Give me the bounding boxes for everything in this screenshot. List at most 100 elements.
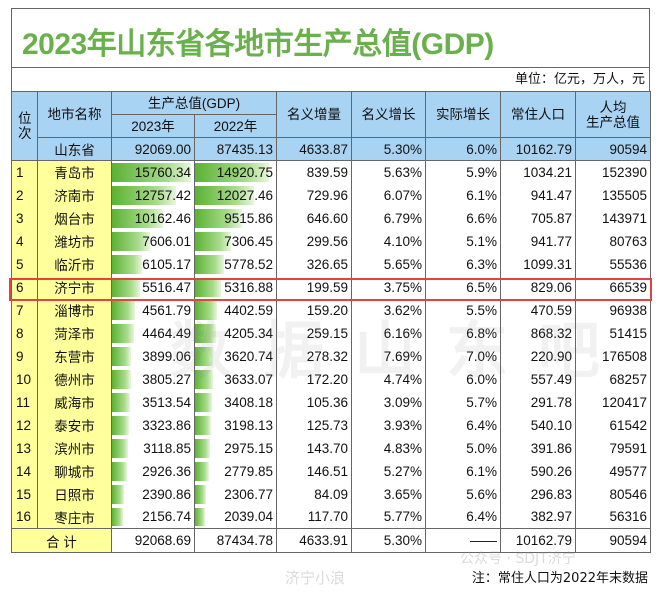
population: 220.90 xyxy=(500,344,576,368)
real-growth: 6.4% xyxy=(425,505,501,529)
gdp-2023: 2390.86 xyxy=(111,482,195,506)
table-row: 16 枣庄市 2156.74 2039.04 117.70 5.77% 6.4% 382.97… xyxy=(11,505,651,529)
gdp-2022: 2779.85 xyxy=(194,459,277,483)
header-rank: 位次 xyxy=(11,91,38,161)
province-2023: 92069.00 xyxy=(111,137,195,161)
nominal-increase: 299.56 xyxy=(276,229,352,253)
nominal-growth: 6.07% xyxy=(351,183,426,207)
rank-cell: 14 xyxy=(11,459,38,483)
gdp-bar xyxy=(195,208,242,228)
province-per-capita: 90594 xyxy=(575,137,651,161)
population: 1099.31 xyxy=(500,252,576,276)
gdp-2023: 5516.47 xyxy=(111,275,195,299)
gdp-2023: 2156.74 xyxy=(111,505,195,529)
city-name: 威海市 xyxy=(37,390,112,414)
nominal-growth: 3.75% xyxy=(351,275,426,299)
header-2022: 2022年 xyxy=(194,114,277,138)
nominal-growth: 6.79% xyxy=(351,206,426,230)
gdp-2022: 2039.04 xyxy=(194,505,277,529)
gdp-bar xyxy=(112,461,127,481)
gdp-bar xyxy=(195,277,222,297)
nominal-growth: 3.62% xyxy=(351,298,426,322)
gdp-2023: 3805.27 xyxy=(111,367,195,391)
rank-cell: 5 xyxy=(11,252,38,276)
gdp-2023: 10162.46 xyxy=(111,206,195,230)
population: 1034.21 xyxy=(500,160,576,184)
gdp-2023: 3118.85 xyxy=(111,436,195,460)
real-growth: 5.1% xyxy=(425,229,501,253)
gdp-2022: 2306.77 xyxy=(194,482,277,506)
nominal-increase: 729.96 xyxy=(276,183,352,207)
rank-cell: 2 xyxy=(11,183,38,207)
table-row: 3 烟台市 10162.46 9515.86 646.60 6.79% 6.6% 705.87… xyxy=(11,206,651,230)
real-growth: 6.3% xyxy=(425,252,501,276)
city-name: 菏泽市 xyxy=(37,321,112,345)
nominal-growth: 4.83% xyxy=(351,436,426,460)
gdp-2023: 3899.06 xyxy=(111,344,195,368)
real-growth: 7.0% xyxy=(425,344,501,368)
gdp-bar xyxy=(112,277,140,297)
nominal-growth: 6.16% xyxy=(351,321,426,345)
unit-label: 单位：亿元，万人，元 xyxy=(11,67,650,91)
total-nominal-growth: 5.30% xyxy=(351,528,426,553)
nominal-increase: 84.09 xyxy=(276,482,352,506)
gdp-bar xyxy=(112,507,123,526)
title-box: 2023年山东省各地市生产总值(GDP) xyxy=(11,8,650,67)
gdp-bar xyxy=(195,392,212,412)
rank-cell: 8 xyxy=(11,321,38,345)
gdp-bar xyxy=(112,185,176,205)
table-row: 6 济宁市 5516.47 5316.88 199.59 3.75% 6.5% 829.06 6… xyxy=(11,275,651,299)
table-row: 13 滨州市 3118.85 2975.15 143.70 4.83% 5.0% 391.86… xyxy=(11,436,651,460)
real-growth: 6.8% xyxy=(425,321,501,345)
real-growth: 5.0% xyxy=(425,436,501,460)
per-capita-gdp: 96938 xyxy=(575,298,651,322)
real-growth: 6.0% xyxy=(425,367,501,391)
gdp-bar xyxy=(195,438,210,458)
rank-cell: 11 xyxy=(11,390,38,414)
rank-cell: 7 xyxy=(11,298,38,322)
gdp-bar xyxy=(112,392,130,412)
province-increase: 4633.87 xyxy=(276,137,352,161)
gdp-bar xyxy=(112,231,150,251)
nominal-growth: 5.63% xyxy=(351,160,426,184)
real-growth: 6.5% xyxy=(425,275,501,299)
nominal-increase: 259.15 xyxy=(276,321,352,345)
nominal-growth: 5.27% xyxy=(351,459,426,483)
city-name: 潍坊市 xyxy=(37,229,112,253)
per-capita-gdp: 61542 xyxy=(575,413,651,437)
gdp-bar xyxy=(195,300,217,320)
gdp-bar xyxy=(195,369,213,389)
gdp-2022: 3620.74 xyxy=(194,344,277,368)
gdp-bar xyxy=(112,369,131,389)
gdp-2022: 12027.46 xyxy=(194,183,277,207)
wechat-watermark: 公众号 · SDJT济宁 xyxy=(460,551,576,567)
population: 391.86 xyxy=(500,436,576,460)
population: 705.87 xyxy=(500,206,576,230)
population: 382.97 xyxy=(500,505,576,529)
population: 868.32 xyxy=(500,321,576,345)
city-name: 泰安市 xyxy=(37,413,112,437)
nominal-growth: 3.09% xyxy=(351,390,426,414)
nominal-growth: 7.69% xyxy=(351,344,426,368)
nominal-growth: 5.77% xyxy=(351,505,426,529)
table-row: 14 聊城市 2926.36 2779.85 146.51 5.27% 6.1% 590.26… xyxy=(11,459,651,483)
gdp-bar xyxy=(195,323,216,343)
real-growth: 5.6% xyxy=(425,482,501,506)
total-per-capita: 90594 xyxy=(575,528,651,553)
gdp-2022: 4402.59 xyxy=(194,298,277,322)
rank-cell: 15 xyxy=(11,482,38,506)
weibo-watermark: 济宁小浪 xyxy=(285,569,346,587)
gdp-2022: 9515.86 xyxy=(194,206,277,230)
total-population: 10162.79 xyxy=(500,528,576,553)
city-name: 聊城市 xyxy=(37,459,112,483)
gdp-2023: 2926.36 xyxy=(111,459,195,483)
nominal-increase: 117.70 xyxy=(276,505,352,529)
nominal-increase: 159.20 xyxy=(276,298,352,322)
gdp-bar xyxy=(195,185,255,205)
gdp-bar xyxy=(195,254,224,274)
header-nominal-increase: 名义增量 xyxy=(276,91,352,138)
table-row: 8 菏泽市 4464.49 4205.34 259.15 6.16% 6.8% 868.32 5… xyxy=(11,321,651,345)
nominal-increase: 146.51 xyxy=(276,459,352,483)
per-capita-gdp: 68257 xyxy=(575,367,651,391)
per-capita-gdp: 143971 xyxy=(575,206,651,230)
